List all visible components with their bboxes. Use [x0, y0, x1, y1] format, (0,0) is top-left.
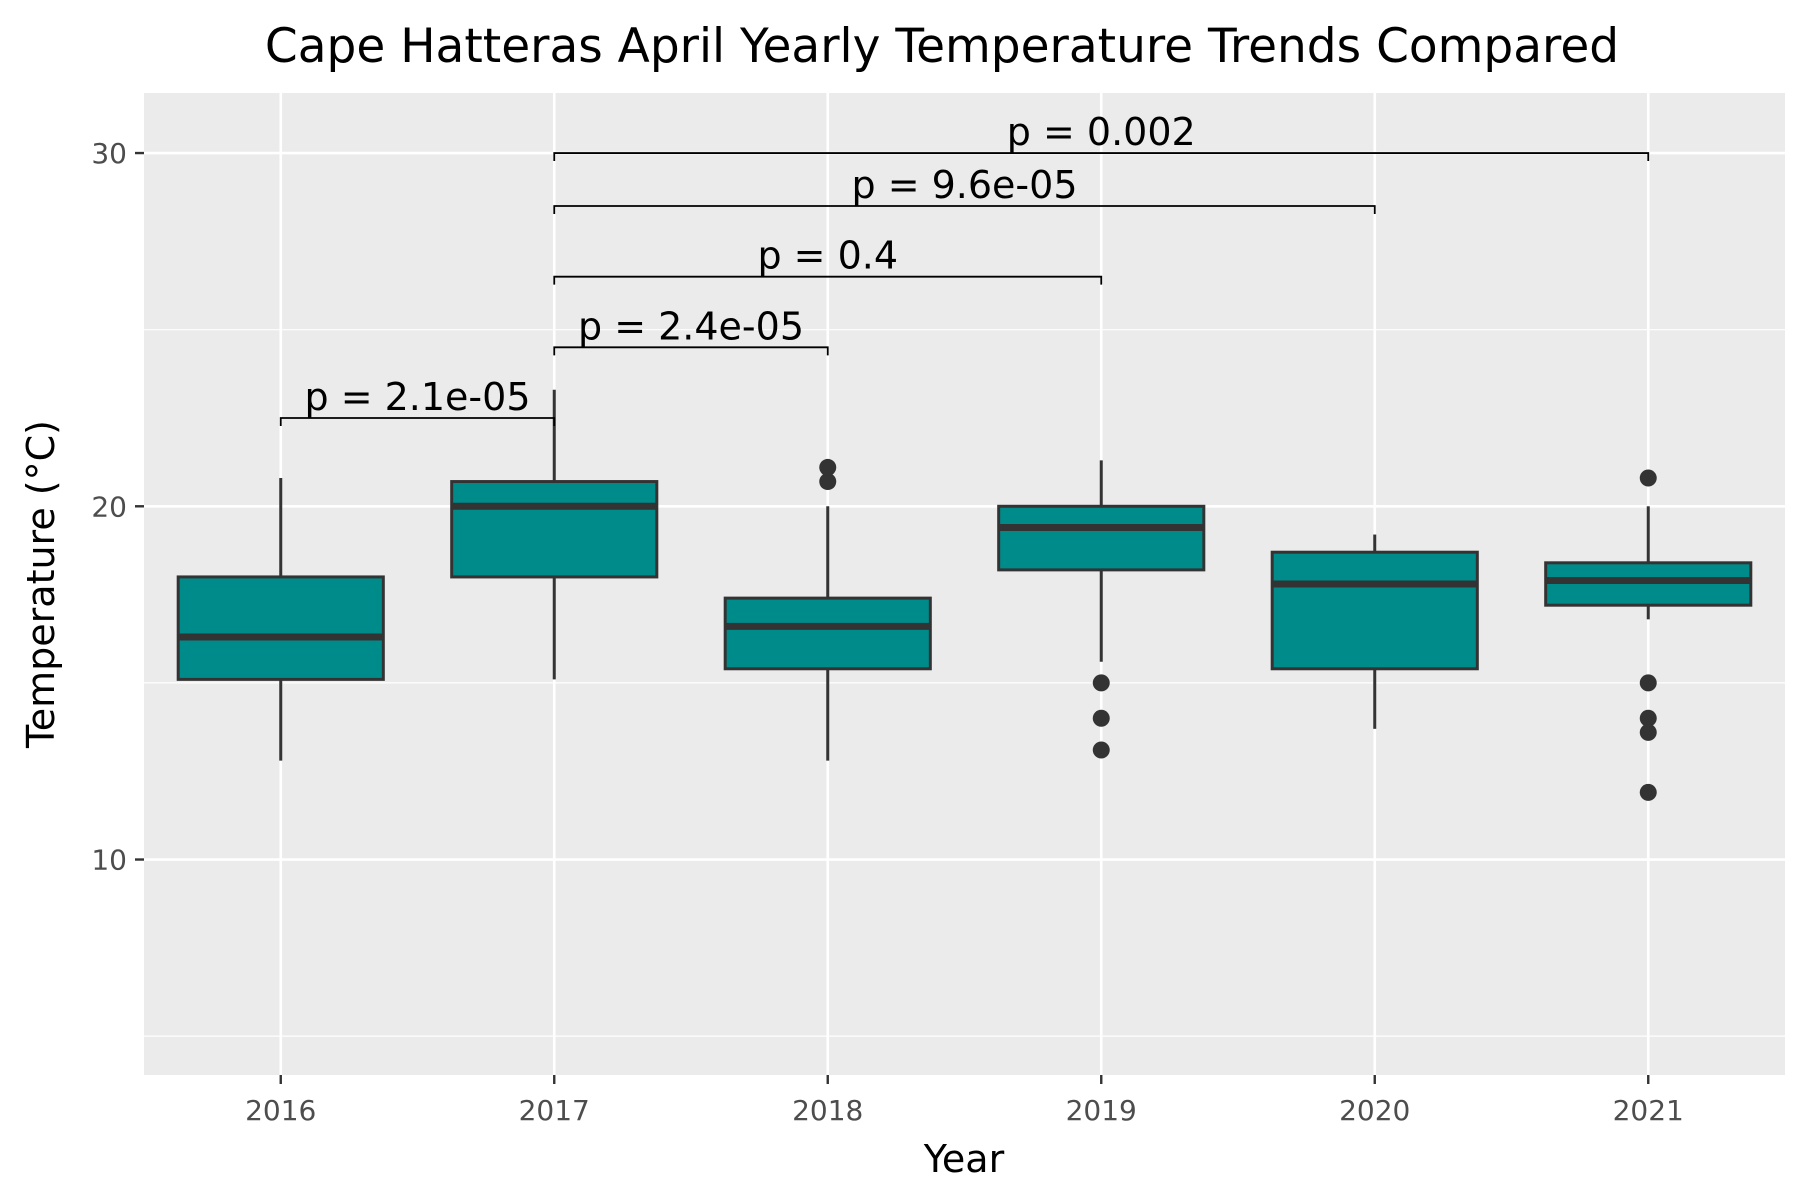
box-2018	[723, 458, 932, 761]
box-2020	[1270, 534, 1479, 729]
p-value-label: p = 0.002	[1007, 110, 1196, 154]
outlier-point	[819, 473, 837, 491]
x-tick-label: 2018	[792, 1094, 863, 1127]
outlier-point	[1092, 709, 1110, 727]
axes: 10 20 30 2016 2017 2018 2019 2020 2021	[91, 137, 1684, 1127]
x-tick-label: 2020	[1339, 1094, 1410, 1127]
comparison-bracket: p = 2.4e-05	[553, 304, 829, 356]
bracket-line	[279, 417, 556, 426]
y-tick-label: 30	[91, 137, 127, 170]
x-axis-title: Year	[923, 1137, 1005, 1181]
box-body	[1544, 561, 1753, 607]
x-tick-label: 2016	[245, 1094, 316, 1127]
bracket-line	[553, 152, 1650, 162]
y-tick-label: 20	[91, 490, 127, 523]
outlier-point	[1639, 723, 1657, 741]
outlier-point	[1639, 709, 1657, 727]
chart-title: Cape Hatteras April Yearly Temperature T…	[265, 19, 1619, 74]
x-tick-label: 2019	[1066, 1094, 1137, 1127]
p-value-label: p = 2.1e-05	[305, 375, 531, 419]
bracket-line	[553, 205, 1376, 215]
comparison-bracket: p = 0.002	[553, 110, 1650, 162]
p-value-label: p = 9.6e-05	[852, 163, 1078, 207]
bracket-line	[553, 346, 829, 356]
x-tick-label: 2021	[1613, 1094, 1684, 1127]
box-body	[1270, 550, 1479, 671]
p-value-label: p = 2.4e-05	[578, 304, 804, 348]
p-value-label: p = 0.4	[757, 234, 898, 278]
box-2019	[997, 460, 1206, 759]
comparison-bracket: p = 9.6e-05	[553, 163, 1376, 215]
outlier-point	[1639, 469, 1657, 487]
plot-panel	[144, 93, 1785, 1075]
box-body	[997, 504, 1206, 572]
x-tick-label: 2017	[519, 1094, 590, 1127]
boxes	[176, 389, 1753, 801]
significance-brackets: p = 2.1e-05 p = 2.4e-05 p = 0.4 p = 9.6e-05…	[279, 110, 1650, 426]
y-tick-label: 10	[91, 844, 127, 877]
comparison-bracket: p = 2.1e-05	[279, 375, 556, 426]
outlier-point	[819, 458, 837, 476]
outlier-point	[1639, 783, 1657, 801]
comparison-bracket: p = 0.4	[553, 234, 1103, 285]
box-body	[176, 575, 385, 681]
box-body	[450, 480, 659, 579]
outlier-point	[1639, 674, 1657, 692]
box-2021	[1544, 469, 1753, 801]
bracket-line	[553, 275, 1103, 285]
box-2016	[176, 478, 385, 761]
y-axis-title: Temperature (°C)	[19, 420, 63, 749]
outlier-point	[1092, 741, 1110, 759]
box-body	[723, 596, 932, 671]
box-2017	[450, 389, 659, 680]
outlier-point	[1092, 674, 1110, 692]
